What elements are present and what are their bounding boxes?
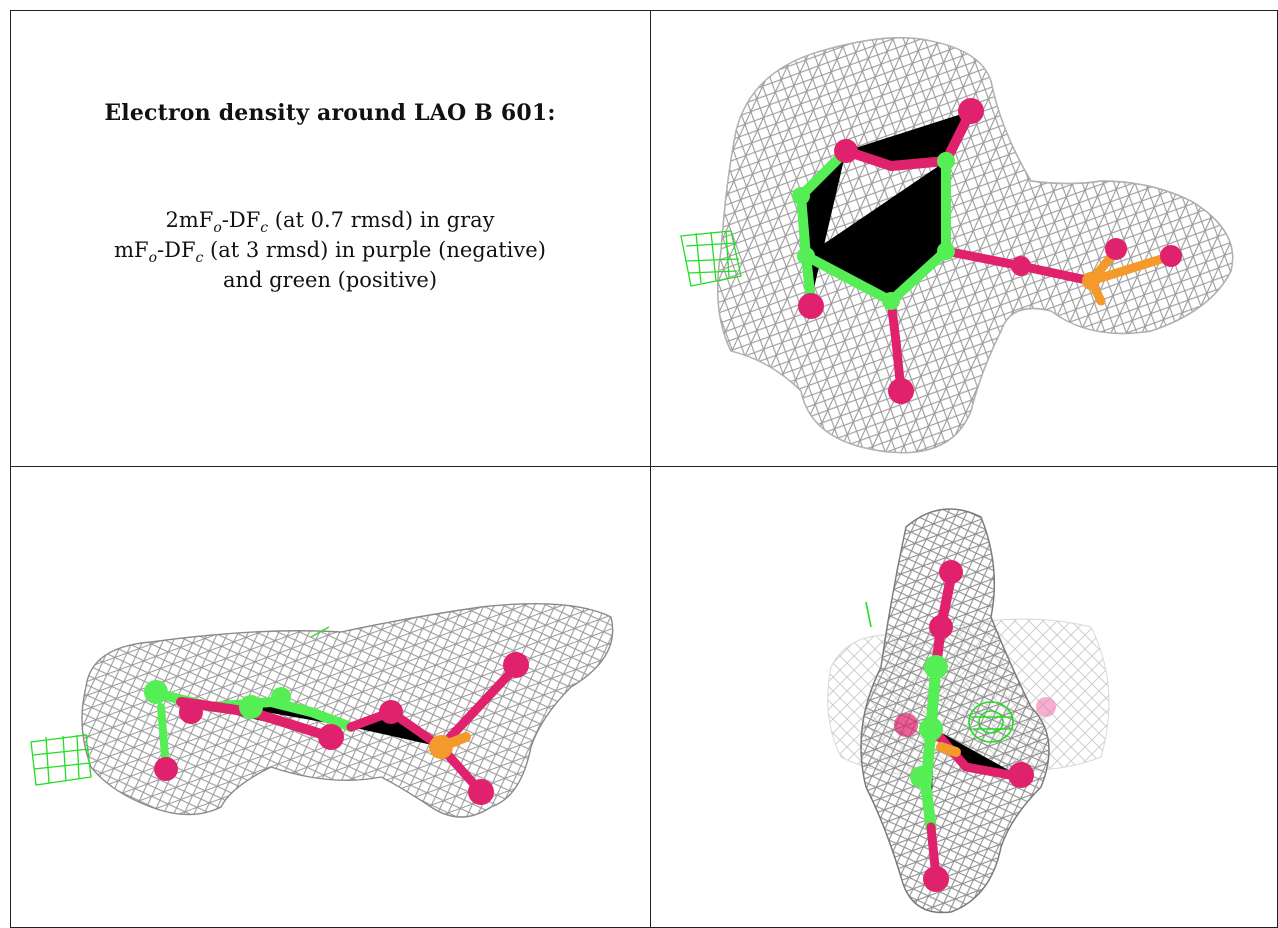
ligand-atoms <box>792 98 1182 404</box>
table-border-middle <box>10 466 1278 467</box>
ligand-atoms <box>894 560 1056 892</box>
caption-cell: Electron density around LAO B 601: 2mFo-… <box>10 10 650 466</box>
table-border-center <box>650 10 651 928</box>
green-difference-mesh <box>680 230 742 287</box>
green-difference-mesh <box>30 626 330 786</box>
view-bottom-left <box>11 467 650 927</box>
green-difference-mesh <box>865 601 1014 743</box>
caption-line-green: and green (positive) <box>222 268 438 292</box>
view-top-right <box>651 11 1277 466</box>
table-border-top <box>10 10 1278 11</box>
density-mesh <box>81 602 614 818</box>
caption-line-2fo-fc: 2mFo-DFc (at 0.7 rmsd) in gray <box>165 208 495 237</box>
density-mesh-outline <box>717 37 1234 454</box>
table-border-left <box>10 10 11 928</box>
density-mesh <box>860 508 1050 914</box>
figure-table: Electron density around LAO B 601: 2mFo-… <box>10 10 1278 928</box>
view-bottom-right <box>651 467 1277 927</box>
caption-line-fo-fc: mFo-DFc (at 3 rmsd) in purple (negative) <box>114 238 546 267</box>
caption-title: Electron density around LAO B 601: <box>104 100 556 126</box>
ligand-atoms <box>144 652 529 805</box>
